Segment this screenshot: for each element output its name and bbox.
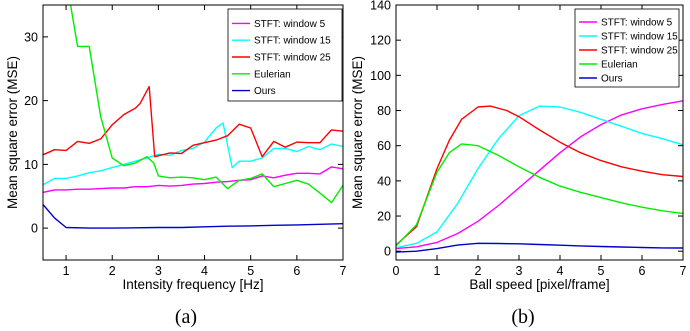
- x-tick-label: 3: [516, 264, 523, 278]
- axes-frame: [395, 4, 684, 261]
- x-tick-label: 6: [639, 264, 646, 278]
- x-tick-label: 5: [247, 264, 254, 278]
- x-tick-label: 5: [598, 264, 605, 278]
- legend-label: STFT: window 25: [601, 46, 678, 57]
- legend-label: STFT: window 15: [601, 32, 678, 43]
- x-tick-label: 4: [557, 264, 564, 278]
- x-tick-label: 2: [109, 264, 116, 278]
- series-line-stft-window-15: [43, 122, 343, 186]
- x-tick-label: 2: [475, 264, 482, 278]
- legend-label: Eulerian: [601, 60, 638, 71]
- y-tick-label: 20: [24, 94, 38, 108]
- y-tick-label: 120: [370, 34, 391, 48]
- series-line-stft-window-15: [396, 105, 683, 249]
- y-tick-label: 60: [377, 139, 391, 153]
- x-axis-label: Intensity frequency [Hz]: [122, 277, 263, 292]
- y-tick-label: 10: [24, 158, 38, 172]
- legend-label: STFT: window 25: [254, 53, 331, 64]
- series-line-stft-window-5: [43, 166, 343, 194]
- x-tick-label: 7: [680, 264, 687, 278]
- figure-caption: (a): [175, 306, 197, 328]
- series-line-eulerian: [396, 143, 683, 247]
- legend-label: Ours: [601, 74, 623, 85]
- axes-frame: [42, 4, 344, 261]
- y-tick-label: 80: [377, 104, 391, 118]
- legend-label: Eulerian: [254, 69, 291, 80]
- series-line-eulerian: [69, 5, 343, 204]
- y-axis-label: Mean square error (MSE): [5, 56, 20, 209]
- y-axis-label: Mean square error (MSE): [350, 56, 365, 209]
- series-line-ours: [396, 242, 683, 253]
- series-line-stft-window-25: [43, 85, 343, 158]
- figure-caption: (b): [511, 306, 534, 328]
- x-tick-label: 0: [393, 264, 400, 278]
- series-line-stft-window-5: [396, 100, 683, 250]
- y-tick-label: 30: [24, 30, 38, 44]
- legend: STFT: window 5 STFT: window 15 STFT: windo…: [574, 8, 680, 88]
- x-tick-label: 7: [340, 264, 347, 278]
- chart-b: 0 1 2 3 4 5 6 7 0 20 40 60 80 100 120 140 Ball speed [pi…: [350, 0, 687, 328]
- legend-label: Ours: [254, 86, 276, 97]
- x-tick-label: 4: [201, 264, 208, 278]
- legend-label: STFT: window 5: [254, 19, 326, 30]
- x-tick-label: 3: [155, 264, 162, 278]
- y-tick-label: 0: [31, 222, 38, 236]
- chart-a: 1 2 3 4 5 6 7 0 10 20 30 Intensity frequency [Hz] Me…: [5, 4, 347, 328]
- x-tick-label: 6: [293, 264, 300, 278]
- x-axis-label: Ball speed [pixel/frame]: [469, 277, 609, 292]
- y-tick-label: 40: [377, 174, 391, 188]
- series-group: [396, 100, 683, 253]
- legend-label: STFT: window 15: [254, 36, 331, 47]
- legend-box: [227, 8, 343, 102]
- y-tick-label: 20: [377, 210, 391, 224]
- x-tick-label: 1: [434, 264, 441, 278]
- series-line-ours: [43, 204, 343, 229]
- series-group: [43, 5, 343, 229]
- x-tick-label: 1: [63, 264, 70, 278]
- legend-label: STFT: window 5: [601, 18, 673, 29]
- y-tick-label: 140: [370, 0, 391, 13]
- y-tick-label: 0: [384, 245, 391, 259]
- y-tick-label: 100: [370, 69, 391, 83]
- legend: STFT: window 5 STFT: window 15 STFT: windo…: [227, 8, 343, 102]
- series-line-stft-window-25: [396, 105, 683, 246]
